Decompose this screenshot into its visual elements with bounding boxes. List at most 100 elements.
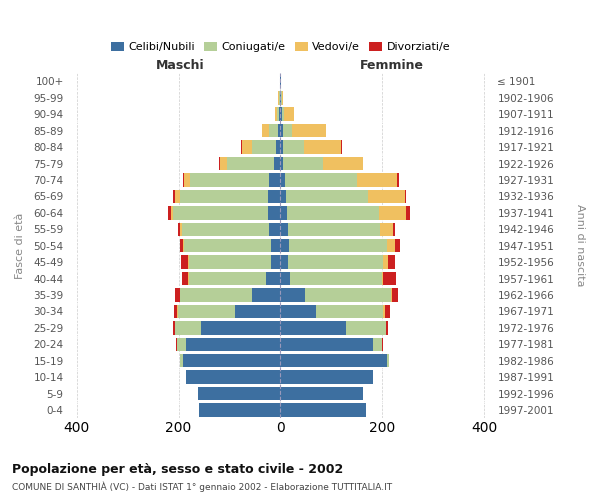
Bar <box>189 256 271 269</box>
Bar <box>383 256 388 269</box>
Bar <box>235 304 280 318</box>
Bar <box>242 140 252 154</box>
Bar <box>280 256 287 269</box>
Bar <box>262 124 269 138</box>
Bar <box>357 173 397 186</box>
Bar <box>198 387 280 400</box>
Bar <box>189 272 266 285</box>
Bar <box>280 338 373 351</box>
Bar <box>279 91 280 104</box>
Bar <box>280 157 283 170</box>
Bar <box>227 157 274 170</box>
Bar <box>182 239 184 252</box>
Bar <box>380 222 392 236</box>
Bar <box>383 272 396 285</box>
Bar <box>292 124 326 138</box>
Bar <box>304 140 341 154</box>
Bar <box>268 206 280 220</box>
Bar <box>289 239 386 252</box>
Bar <box>277 108 280 121</box>
Bar <box>180 190 268 203</box>
Bar <box>184 173 190 186</box>
Bar <box>286 190 368 203</box>
Bar <box>183 173 184 186</box>
Bar <box>283 124 292 138</box>
Bar <box>173 321 175 334</box>
Bar <box>173 206 268 220</box>
Bar <box>405 190 406 203</box>
Bar <box>290 272 382 285</box>
Bar <box>202 321 280 334</box>
Bar <box>280 124 283 138</box>
Bar <box>280 304 316 318</box>
Text: Popolazione per età, sesso e stato civile - 2002: Popolazione per età, sesso e stato civil… <box>12 462 343 475</box>
Bar <box>184 239 271 252</box>
Bar <box>274 157 280 170</box>
Bar <box>180 239 182 252</box>
Bar <box>280 354 386 368</box>
Bar <box>284 173 357 186</box>
Bar <box>275 108 277 121</box>
Bar <box>252 140 277 154</box>
Bar <box>280 272 290 285</box>
Bar <box>284 108 294 121</box>
Bar <box>168 206 171 220</box>
Bar <box>281 108 284 121</box>
Bar <box>287 222 380 236</box>
Bar <box>268 190 280 203</box>
Bar <box>180 222 182 236</box>
Bar <box>391 288 392 302</box>
Bar <box>178 222 180 236</box>
Bar <box>280 239 289 252</box>
Bar <box>281 91 283 104</box>
Bar <box>190 173 269 186</box>
Bar <box>280 190 286 203</box>
Bar <box>305 288 391 302</box>
Bar <box>173 190 175 203</box>
Bar <box>177 338 186 351</box>
Bar <box>269 222 280 236</box>
Bar <box>386 321 388 334</box>
Bar <box>287 206 379 220</box>
Bar <box>182 354 280 368</box>
Bar <box>277 140 280 154</box>
Bar <box>219 157 220 170</box>
Bar <box>253 288 280 302</box>
Bar <box>386 239 395 252</box>
Bar <box>280 173 284 186</box>
Bar <box>175 304 177 318</box>
Bar <box>180 288 253 302</box>
Bar <box>406 206 410 220</box>
Bar <box>280 108 281 121</box>
Bar <box>280 321 346 334</box>
Text: Maschi: Maschi <box>155 60 204 72</box>
Bar <box>346 321 386 334</box>
Bar <box>287 256 383 269</box>
Bar <box>180 354 182 368</box>
Bar <box>271 256 280 269</box>
Bar <box>379 206 406 220</box>
Y-axis label: Fasce di età: Fasce di età <box>15 212 25 279</box>
Bar <box>269 173 280 186</box>
Bar <box>269 124 278 138</box>
Bar <box>171 206 173 220</box>
Bar <box>392 288 398 302</box>
Bar <box>271 239 280 252</box>
Bar <box>186 370 280 384</box>
Bar <box>395 239 400 252</box>
Bar <box>368 190 405 203</box>
Bar <box>280 370 373 384</box>
Bar <box>388 256 395 269</box>
Bar <box>385 304 389 318</box>
Text: COMUNE DI SANTHIÀ (VC) - Dati ISTAT 1° gennaio 2002 - Elaborazione TUTTITALIA.IT: COMUNE DI SANTHIÀ (VC) - Dati ISTAT 1° g… <box>12 481 392 492</box>
Bar <box>280 288 305 302</box>
Bar <box>392 222 395 236</box>
Bar <box>181 256 188 269</box>
Bar <box>175 288 179 302</box>
Bar <box>220 157 227 170</box>
Bar <box>397 173 399 186</box>
Bar <box>175 321 202 334</box>
Legend: Celibi/Nubili, Coniugati/e, Vedovi/e, Divorziati/e: Celibi/Nubili, Coniugati/e, Vedovi/e, Di… <box>106 38 455 56</box>
Bar <box>323 157 362 170</box>
Text: Femmine: Femmine <box>360 60 424 72</box>
